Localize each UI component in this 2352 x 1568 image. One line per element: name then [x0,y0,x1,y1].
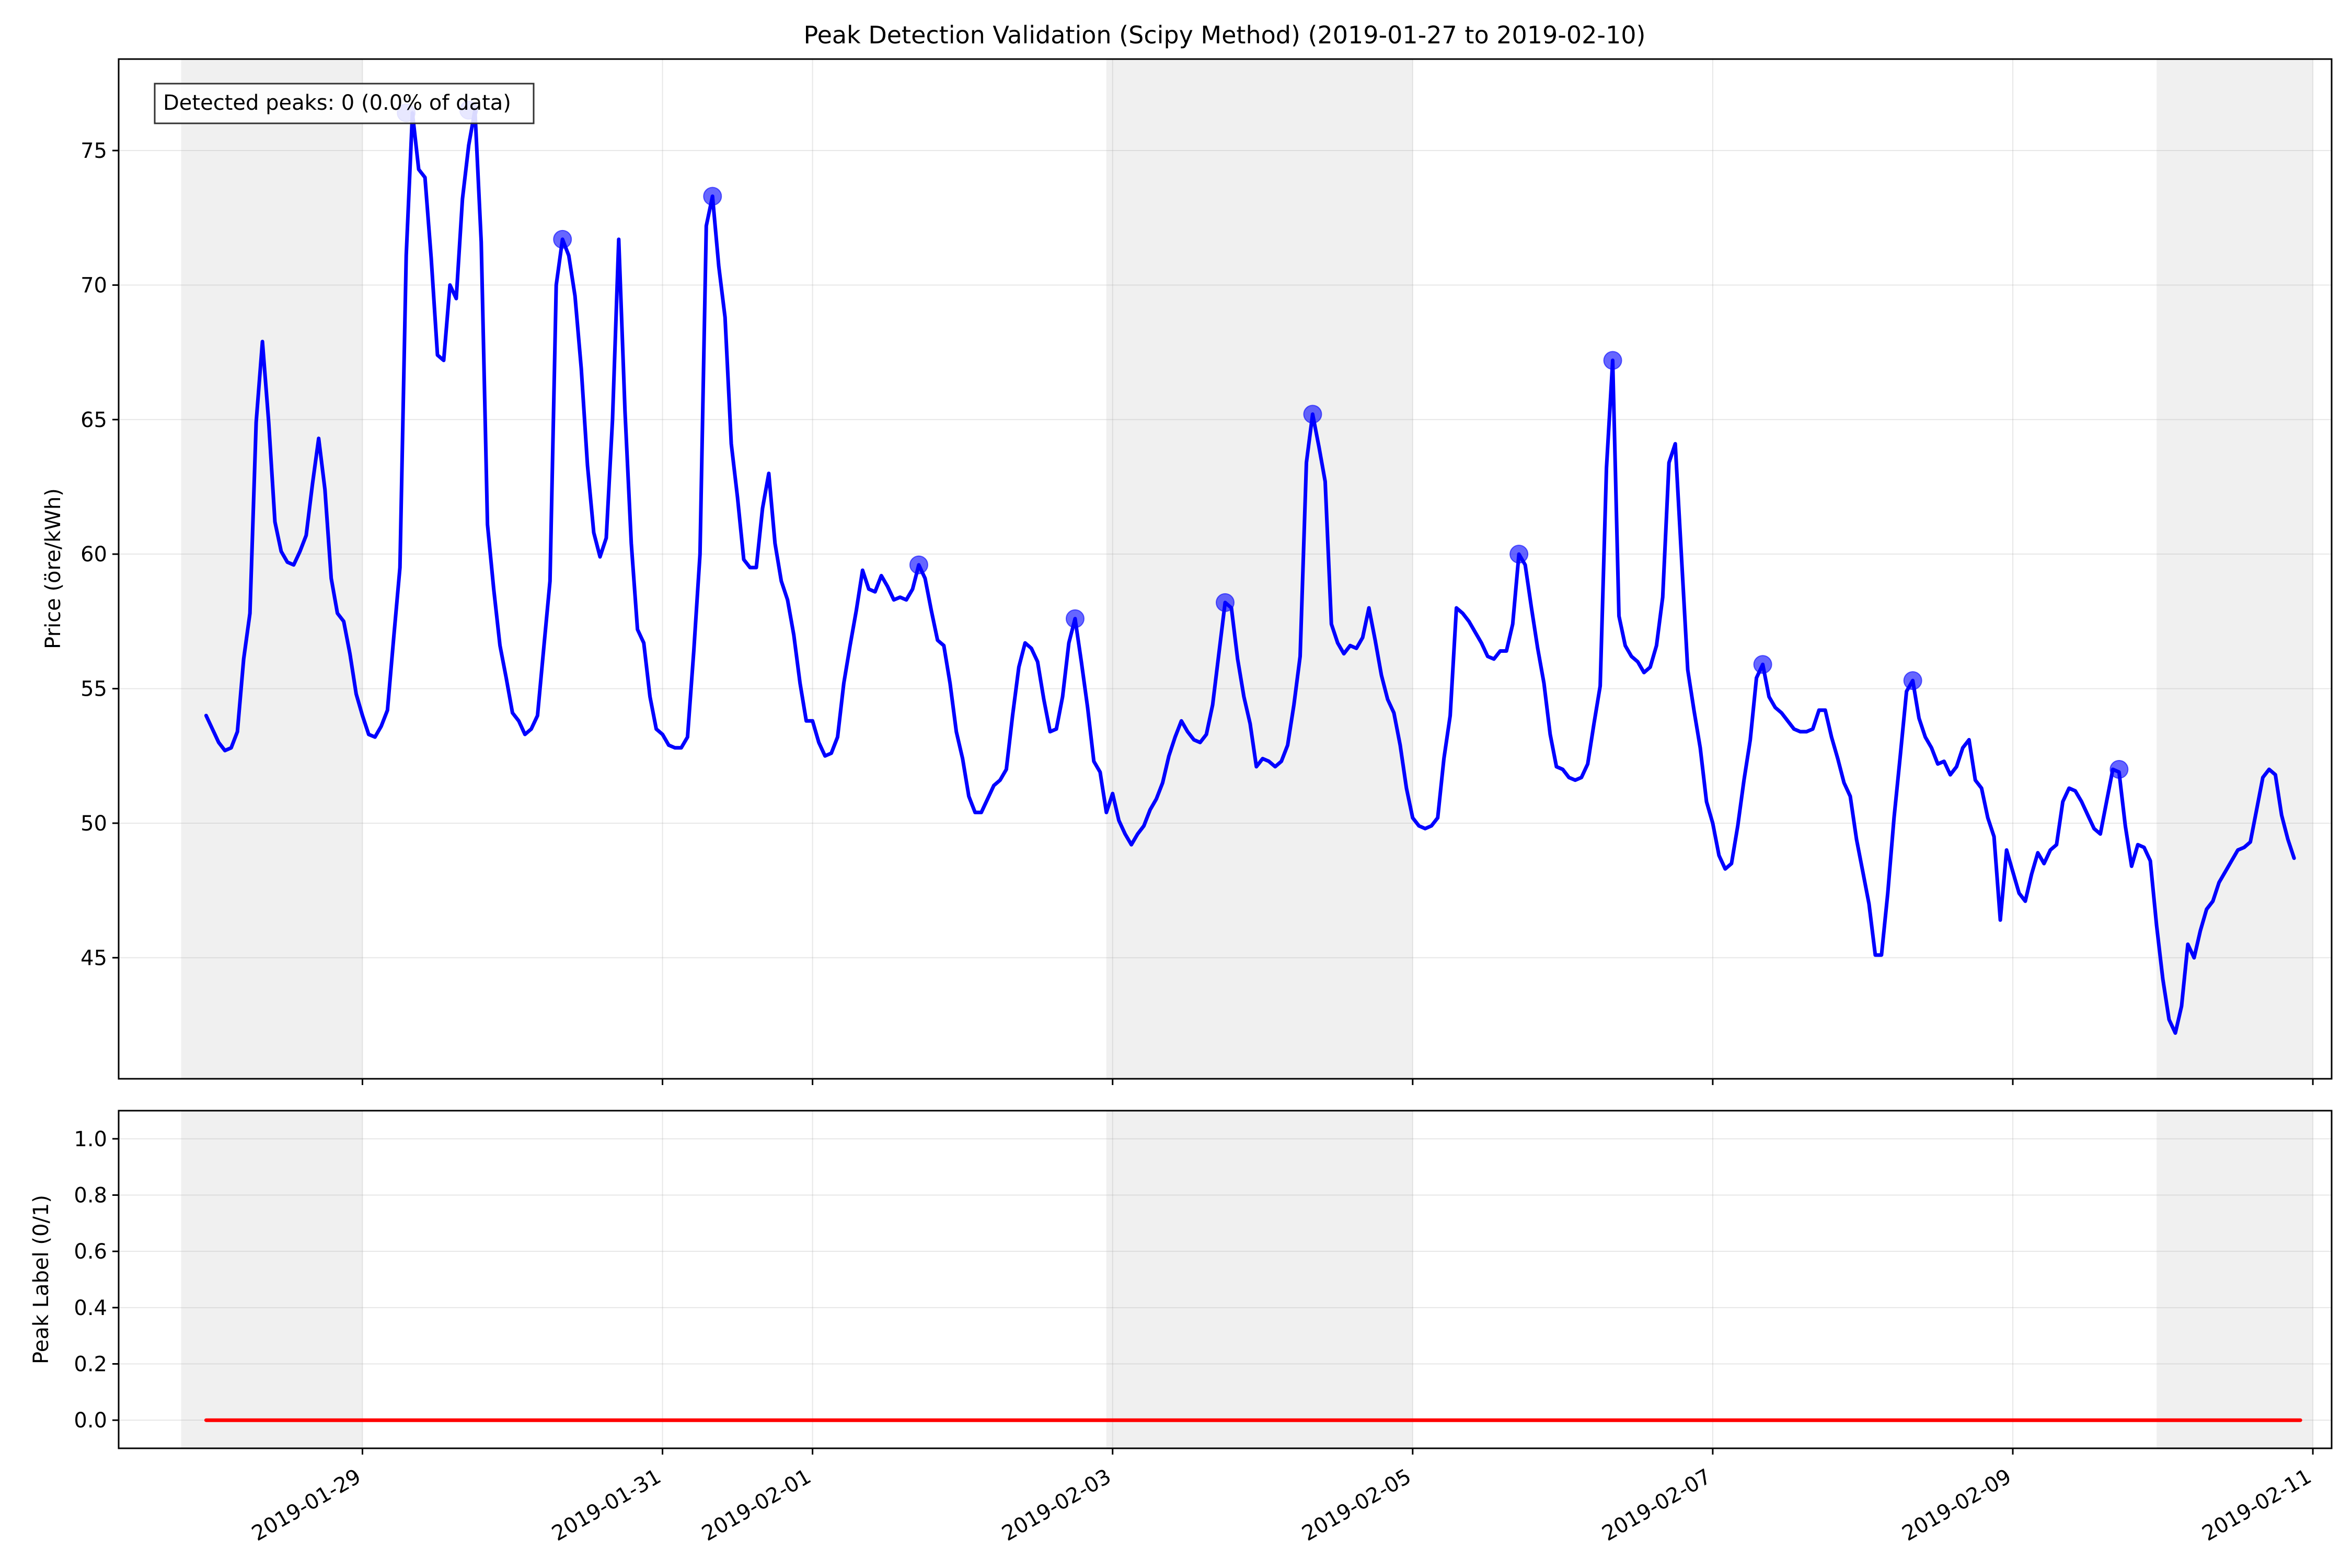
peak-marker [1065,609,1085,628]
chart-title: Peak Detection Validation (Scipy Method)… [803,21,1645,49]
detected-peaks-annotation: Detected peaks: 0 (0.0% of data) [154,83,535,124]
y-tick-label: 75 [80,139,107,163]
price-grid [119,59,2332,1079]
y-tick-label: 45 [80,946,107,970]
peak-marker [1603,351,1622,370]
y-tick-label: 0.6 [74,1240,107,1264]
peak-marker [1216,593,1235,612]
price-panel: 45 50 55 60 65 70 75 Price (öre/kWh) Detected … [41,58,2333,1085]
price-y-axis-label: Price (öre/kWh) [41,488,65,649]
peak-marker [1753,655,1772,674]
label-y-axis: 0.0 0.2 0.4 0.6 0.8 1.0 [74,1127,119,1433]
price-plot-frame [118,58,2333,1080]
y-tick-label: 0.8 [74,1184,107,1208]
label-weekend-shading [181,1111,2313,1448]
weekend-shade-band [2157,59,2313,1079]
weekend-shade-band [1106,1111,1413,1448]
price-x-ticks [361,1079,2314,1085]
annotation-text: Detected peaks: 0 (0.0% of data) [163,91,511,115]
y-tick-label: 1.0 [74,1127,107,1151]
annotation-box [154,83,535,124]
weekend-shade-band [1106,59,1413,1079]
peak-marker [1903,671,1922,690]
y-tick-label: 50 [80,812,107,836]
label-y-axis-label: Peak Label (0/1) [29,1195,53,1364]
y-tick-label: 65 [80,408,107,432]
y-tick-label: 0.4 [74,1296,107,1320]
y-tick-label: 0.2 [74,1353,107,1377]
y-tick-label: 60 [80,543,107,567]
y-tick-label: 70 [80,273,107,297]
label-plot-frame [118,1110,2333,1449]
peak-marker [2109,760,2129,779]
peak-marker [703,187,722,206]
peak-marker [909,555,928,574]
y-tick-label: 0.0 [74,1409,107,1433]
price-y-axis: 45 50 55 60 65 70 75 [80,139,119,970]
price-series-line [204,108,2296,1035]
peak-marker [553,229,572,249]
peak-marker [1303,405,1322,424]
weekend-shade-band [181,1111,363,1448]
weekend-shade-band [181,59,363,1079]
y-tick-label: 55 [80,677,107,701]
peak-marker [1509,545,1529,564]
weekend-shade-band [2157,1111,2313,1448]
price-line-layer [204,108,2296,1035]
